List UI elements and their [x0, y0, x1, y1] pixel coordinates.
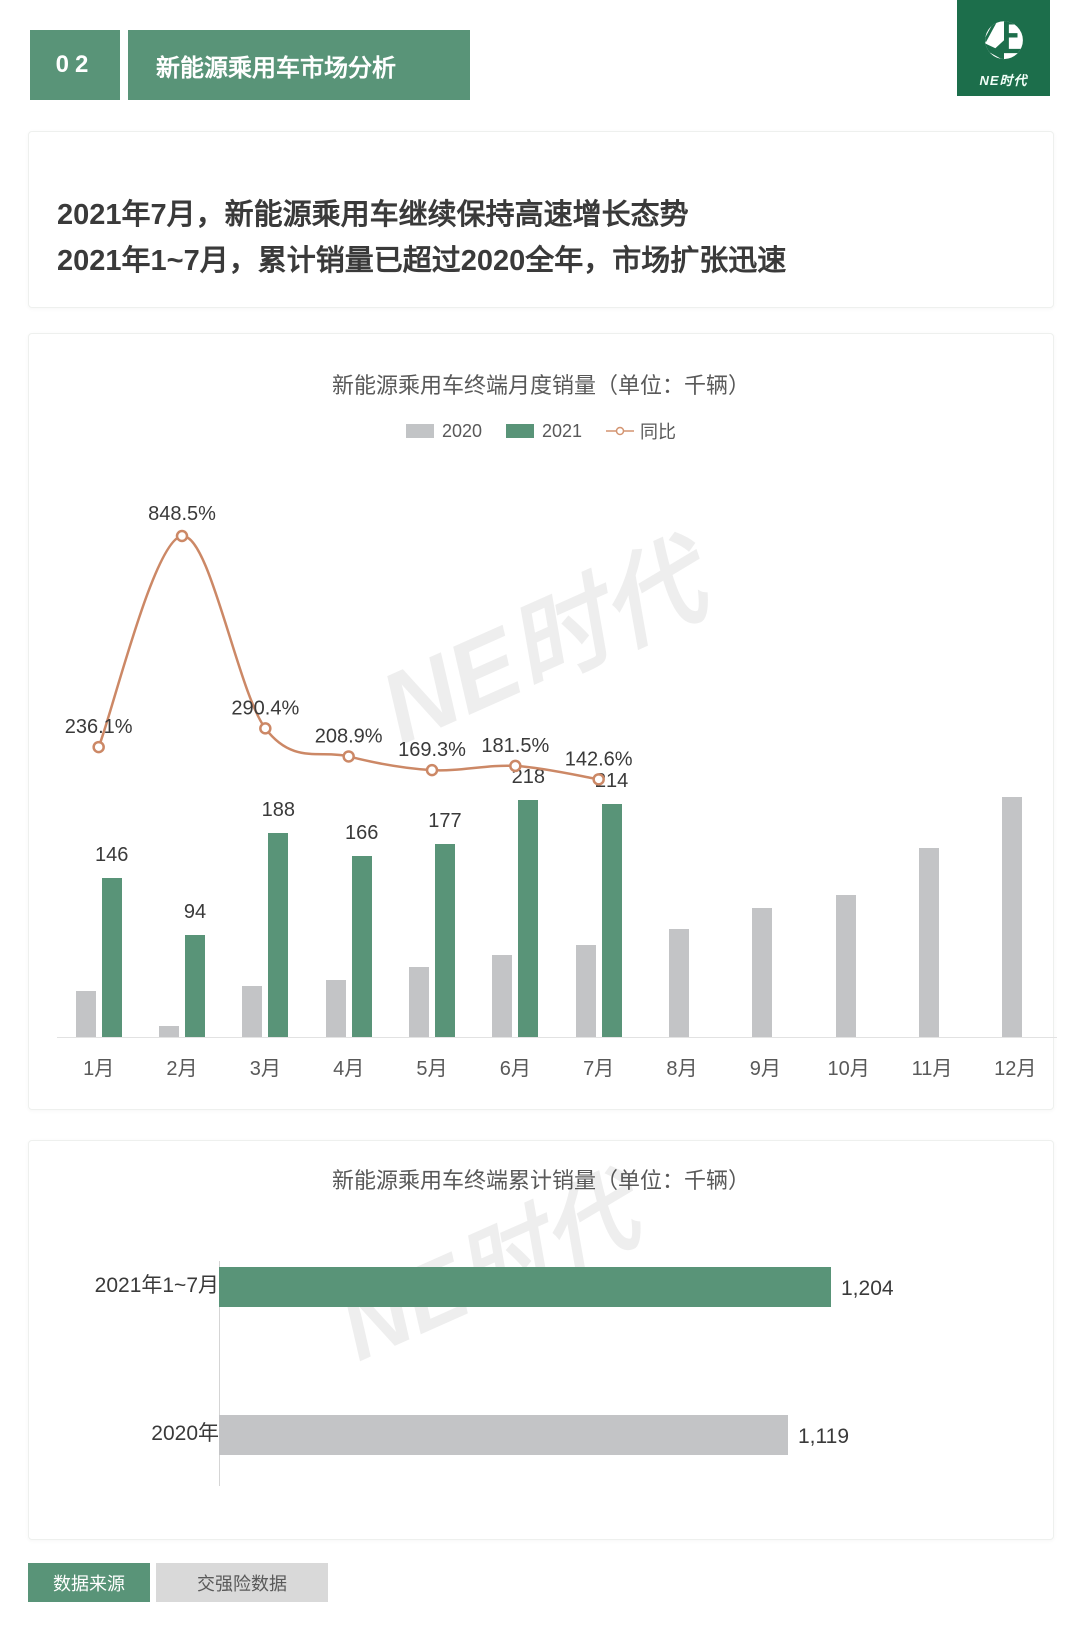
- svg-text:142.6%: 142.6%: [565, 748, 633, 770]
- svg-text:181.5%: 181.5%: [481, 735, 549, 757]
- svg-text:208.9%: 208.9%: [315, 725, 383, 747]
- svg-text:169.3%: 169.3%: [398, 739, 466, 761]
- svg-text:290.4%: 290.4%: [231, 697, 299, 719]
- svg-text:236.1%: 236.1%: [65, 716, 133, 738]
- svg-text:848.5%: 848.5%: [148, 503, 216, 525]
